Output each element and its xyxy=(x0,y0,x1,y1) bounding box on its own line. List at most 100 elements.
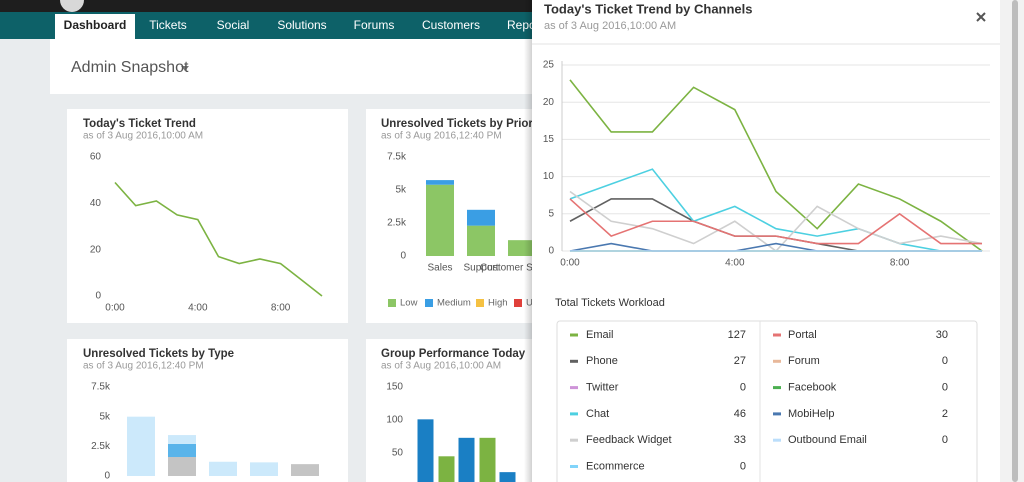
y-tick-label: 2.5k xyxy=(387,218,407,229)
bar xyxy=(417,419,434,482)
legend-label: Low xyxy=(400,298,418,309)
bar xyxy=(499,472,516,482)
legend-label: Feedback Widget xyxy=(586,434,672,446)
y-tick-label: 150 xyxy=(386,382,403,393)
bar-segment xyxy=(209,461,237,476)
bar-segment xyxy=(467,209,495,226)
workload-total: 2 xyxy=(942,408,948,420)
chart-subtitle: as of 3 Aug 2016,12:40 PM xyxy=(381,131,502,142)
chart-subtitle: as of 3 Aug 2016,10:00 AM xyxy=(544,20,676,32)
panel-shadow xyxy=(524,0,532,482)
bar xyxy=(438,456,455,482)
workload-total: 0 xyxy=(740,382,746,394)
card xyxy=(67,339,348,482)
y-tick-label: 15 xyxy=(543,134,555,145)
workload-total: 46 xyxy=(734,408,746,420)
bar-segment xyxy=(250,462,278,476)
x-tick-label: 4:00 xyxy=(725,258,745,269)
y-tick-label: 0 xyxy=(400,251,406,262)
legend-label: High xyxy=(488,298,508,309)
x-tick-label: Support xyxy=(463,263,498,274)
dropdown-caret[interactable] xyxy=(181,66,189,71)
legend-swatch xyxy=(388,299,396,307)
legend-label: Facebook xyxy=(788,382,837,394)
chart-subtitle: as of 3 Aug 2016,12:40 PM xyxy=(83,361,204,372)
bar-segment xyxy=(291,464,319,476)
nav-tab[interactable]: Solutions xyxy=(277,18,326,32)
bar-segment xyxy=(426,180,454,185)
x-tick-label: 0:00 xyxy=(560,258,580,269)
legend-label: Phone xyxy=(586,355,618,367)
chart-title: Group Performance Today xyxy=(381,348,526,360)
legend-label: Ecommerce xyxy=(586,460,645,472)
y-tick-label: 2.5k xyxy=(91,441,111,452)
y-tick-label: 50 xyxy=(392,448,404,459)
bar xyxy=(479,437,496,482)
y-tick-label: 7.5k xyxy=(387,152,407,163)
y-tick-label: 5 xyxy=(548,208,554,219)
y-tick-label: 7.5k xyxy=(91,382,111,393)
legend-label: Medium xyxy=(437,298,471,309)
bar-segment xyxy=(467,225,495,256)
nav-tab[interactable]: Customers xyxy=(422,18,480,32)
y-tick-label: 40 xyxy=(90,198,102,209)
bar-segment xyxy=(426,184,454,256)
legend-label: Chat xyxy=(586,408,609,420)
workload-total: 0 xyxy=(942,434,948,446)
bar-segment xyxy=(127,416,155,476)
x-tick-label: 4:00 xyxy=(188,303,208,314)
scrollbar-thumb[interactable] xyxy=(1012,0,1018,482)
series-line xyxy=(569,168,982,252)
logo xyxy=(60,0,84,12)
nav-tab[interactable]: Dashboard xyxy=(64,18,127,32)
workload-total: 0 xyxy=(942,382,948,394)
series-line xyxy=(569,79,983,252)
card xyxy=(67,109,348,323)
nav-tab[interactable]: Tickets xyxy=(149,18,187,32)
y-tick-label: 100 xyxy=(386,415,403,426)
workload-box xyxy=(556,320,978,482)
side-panel: Today's Ticket Trend by Channels as of 3 … xyxy=(524,0,1024,482)
x-tick-label: 0:00 xyxy=(105,303,125,314)
chart-title: Unresolved Tickets by Priority xyxy=(381,118,547,130)
x-tick-label: 8:00 xyxy=(890,258,910,269)
chart-title: Today's Ticket Trend by Channels xyxy=(544,1,753,16)
workload-total: 27 xyxy=(734,355,746,367)
legend-swatch xyxy=(514,299,522,307)
nav-tab[interactable]: Forums xyxy=(354,18,395,32)
page-title[interactable]: Admin Snapshot xyxy=(71,59,189,76)
y-tick-label: 10 xyxy=(543,171,555,182)
legend-title: Total Tickets Workload xyxy=(555,297,665,309)
y-tick-label: 60 xyxy=(90,152,102,163)
y-tick-label: 0 xyxy=(95,291,101,302)
legend-label: Portal xyxy=(788,329,817,341)
workload-total: 0 xyxy=(942,355,948,367)
active-tab xyxy=(55,14,135,39)
bar-segment xyxy=(168,443,196,458)
workload-total: 0 xyxy=(740,460,746,472)
y-tick-label: 0 xyxy=(104,471,110,482)
y-tick-label: 5k xyxy=(395,185,407,196)
bar xyxy=(458,437,475,482)
workload-total: 33 xyxy=(734,434,746,446)
legend-label: Outbound Email xyxy=(788,434,867,446)
legend-label: Forum xyxy=(788,355,820,367)
x-tick-label: Customer Success xyxy=(480,263,564,274)
legend-swatch xyxy=(425,299,433,307)
workload-total: 127 xyxy=(728,329,746,341)
series-line xyxy=(114,181,323,297)
series-line xyxy=(569,198,982,245)
chart-subtitle: as of 3 Aug 2016,10:00 AM xyxy=(83,131,203,142)
workload-total: 30 xyxy=(936,329,948,341)
close-button[interactable] xyxy=(976,12,986,22)
y-tick-label: 5k xyxy=(99,411,111,422)
chart-title: Unresolved Tickets by Type xyxy=(83,348,234,360)
nav-tab[interactable]: Social xyxy=(217,18,250,32)
legend-label: Email xyxy=(586,329,614,341)
legend-label: Twitter xyxy=(586,382,619,394)
bar-segment xyxy=(168,457,196,476)
chart-subtitle: as of 3 Aug 2016,10:00 AM xyxy=(381,361,501,372)
chart-title: Today's Ticket Trend xyxy=(83,118,196,130)
